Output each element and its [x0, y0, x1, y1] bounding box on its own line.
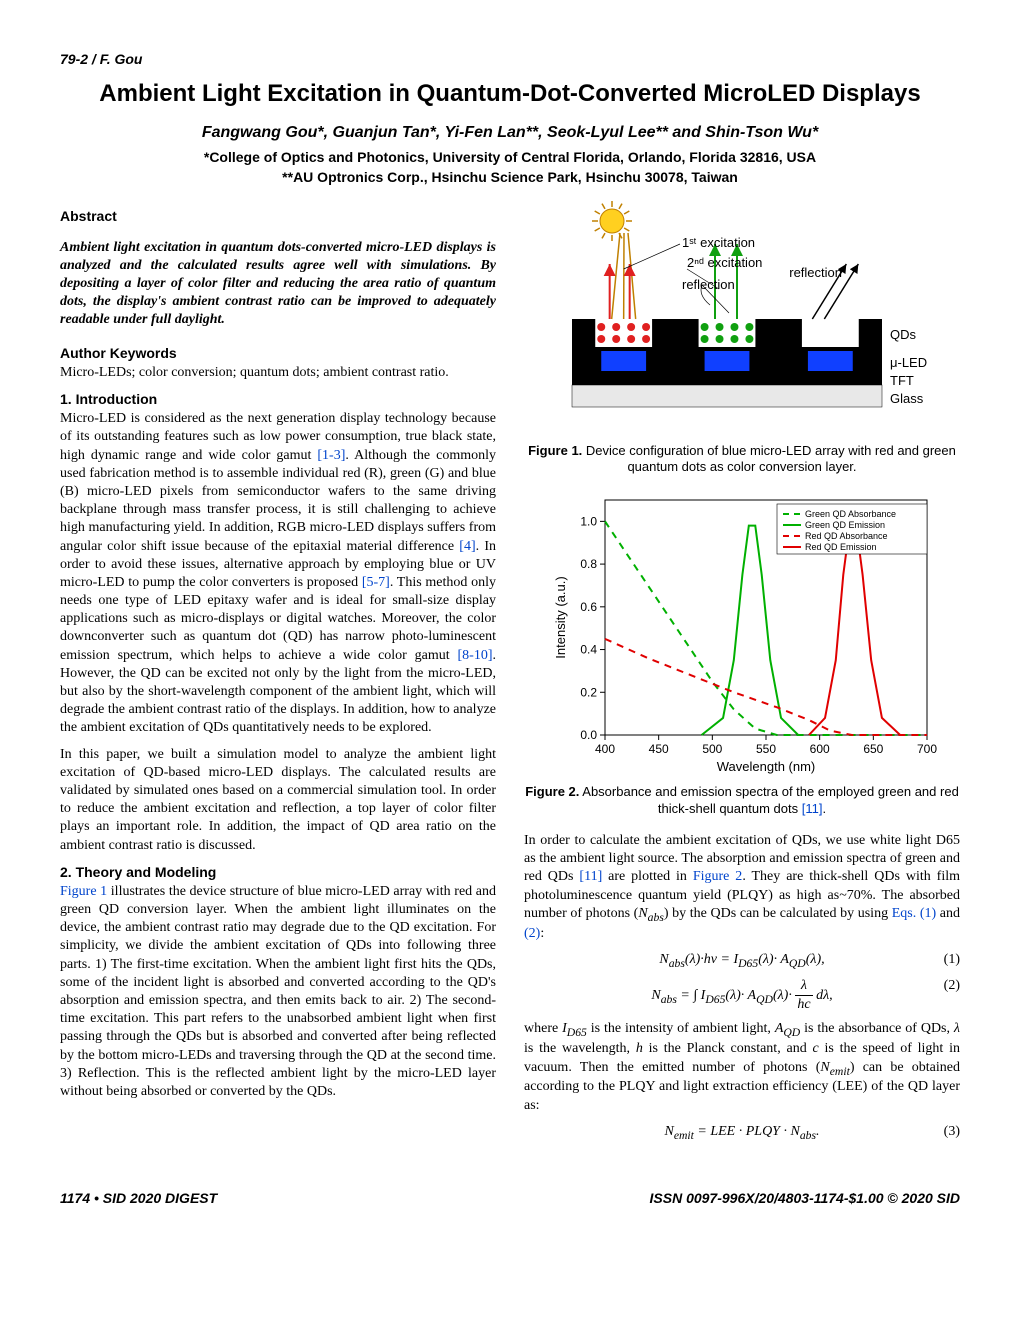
- authors: Fangwang Gou*, Guanjun Tan*, Yi-Fen Lan*…: [60, 123, 960, 144]
- running-header: 79-2 / F. Gou: [60, 50, 960, 68]
- svg-text:0.0: 0.0: [580, 728, 597, 742]
- svg-text:Wavelength (nm): Wavelength (nm): [717, 759, 816, 774]
- equation-1: Nabs(λ)·hν = ID65(λ)· AQD(λ), (1): [524, 951, 960, 971]
- eq-number: (2): [944, 977, 960, 995]
- text: are plotted in: [602, 869, 693, 884]
- col2-para-1: In order to calculate the ambient excita…: [524, 832, 960, 943]
- text: ) by the QDs can be calculated by using: [664, 906, 892, 921]
- figure-1-caption: Figure 1. Device configuration of blue m…: [524, 443, 960, 477]
- cite-link[interactable]: [11]: [579, 869, 602, 884]
- svg-text:0.4: 0.4: [580, 643, 597, 657]
- equation-3: Nemit = LEE · PLQY · Nabs. (3): [524, 1123, 960, 1143]
- sub: emit: [830, 1064, 850, 1077]
- text: where: [524, 1021, 562, 1036]
- svg-text:Green QD Absorbance: Green QD Absorbance: [805, 509, 896, 519]
- figure-1: 1ˢᵗ excitation 2ⁿᵈ excitation reflection re…: [524, 199, 960, 439]
- svg-text:500: 500: [702, 742, 722, 756]
- text: Absorbance and emission spectra of the e…: [579, 784, 958, 816]
- cite-link[interactable]: [11]: [802, 801, 823, 816]
- svg-text:Intensity (a.u.): Intensity (a.u.): [553, 577, 568, 659]
- svg-text:reflection: reflection: [682, 277, 735, 292]
- text: Device configuration of blue micro-LED a…: [582, 443, 956, 475]
- eq-number: (3): [944, 1123, 960, 1141]
- svg-text:Red QD Absorbance: Red QD Absorbance: [805, 531, 888, 541]
- svg-text:1ˢᵗ excitation: 1ˢᵗ excitation: [682, 235, 755, 250]
- eq-link[interactable]: (2): [524, 926, 540, 941]
- text: .: [822, 801, 826, 816]
- figure-link[interactable]: Figure 2: [693, 869, 742, 884]
- text: is the Planck constant, and: [643, 1041, 813, 1056]
- text: . Although the commonly used fabrication…: [60, 448, 496, 554]
- text: :: [540, 926, 544, 941]
- eq-body: Nabs(λ)·hν = ID65(λ)· AQD(λ),: [659, 952, 824, 967]
- var: N: [820, 1060, 829, 1075]
- cite-link[interactable]: [5-7]: [362, 575, 390, 590]
- figure-2: 400 450 500 550 600 650 700 0.0 0.2 0.4 0.6 0.8 1.0 W…: [524, 490, 960, 780]
- text: illustrates the device structure of blue…: [60, 884, 496, 1099]
- abstract-text: Ambient light excitation in quantum dots…: [60, 239, 496, 330]
- svg-text:QDs: QDs: [890, 327, 917, 342]
- affiliation-2: **AU Optronics Corp., Hsinchu Science Pa…: [60, 168, 960, 186]
- paper-title: Ambient Light Excitation in Quantum-Dot-…: [60, 78, 960, 109]
- cite-link[interactable]: [4]: [459, 539, 475, 554]
- text: and: [936, 906, 960, 921]
- figure-1-label: Figure 1.: [528, 443, 582, 458]
- sub: QD: [783, 1026, 800, 1039]
- var: h: [636, 1041, 643, 1056]
- figure-link[interactable]: Figure 1: [60, 884, 107, 899]
- cite-link[interactable]: [1-3]: [317, 448, 345, 463]
- svg-text:Green QD Emission: Green QD Emission: [805, 520, 885, 530]
- svg-text:μ-LED: μ-LED: [890, 355, 927, 370]
- intro-para-2: In this paper, we built a simulation mod…: [60, 746, 496, 855]
- affiliation-1: *College of Optics and Photonics, Univer…: [60, 148, 960, 166]
- svg-text:Red QD Emission: Red QD Emission: [805, 542, 877, 552]
- sub: abs: [648, 911, 664, 924]
- intro-para-1: Micro-LED is considered as the next gene…: [60, 410, 496, 737]
- eq-number: (1): [944, 951, 960, 969]
- svg-text:0.6: 0.6: [580, 600, 597, 614]
- svg-text:TFT: TFT: [890, 373, 914, 388]
- svg-text:650: 650: [863, 742, 883, 756]
- svg-text:450: 450: [649, 742, 669, 756]
- col2-para-2: where ID65 is the intensity of ambient l…: [524, 1020, 960, 1115]
- sub: D65: [567, 1026, 587, 1039]
- svg-text:2ⁿᵈ excitation: 2ⁿᵈ excitation: [687, 255, 762, 270]
- svg-text:700: 700: [917, 742, 937, 756]
- svg-text:600: 600: [810, 742, 830, 756]
- keywords-text: Micro-LEDs; color conversion; quantum do…: [60, 364, 496, 382]
- equation-2: Nabs = ∫ ID65(λ)· AQD(λ)· λhc dλ, (2): [524, 977, 960, 1014]
- theory-para-1: Figure 1 illustrates the device structur…: [60, 883, 496, 1101]
- eq-body: Nabs = ∫ ID65(λ)· AQD(λ)· λhc dλ,: [651, 988, 832, 1003]
- footer-right: ISSN 0097-996X/20/4803-1174-$1.00 © 2020…: [650, 1189, 961, 1207]
- figure-2-caption: Figure 2. Absorbance and emission spectr…: [524, 784, 960, 818]
- svg-text:0.8: 0.8: [580, 557, 597, 571]
- text: is the intensity of ambient light,: [587, 1021, 775, 1036]
- intro-heading: 1. Introduction: [60, 390, 496, 408]
- eq-body: Nemit = LEE · PLQY · Nabs.: [664, 1124, 819, 1139]
- figure-2-label: Figure 2.: [525, 784, 579, 799]
- theory-heading: 2. Theory and Modeling: [60, 863, 496, 881]
- svg-text:Glass: Glass: [890, 391, 924, 406]
- page-footer: 1174 • SID 2020 DIGEST ISSN 0097-996X/20…: [60, 1189, 960, 1207]
- var: N: [638, 906, 647, 921]
- svg-text:550: 550: [756, 742, 776, 756]
- footer-left: 1174 • SID 2020 DIGEST: [60, 1189, 217, 1207]
- abstract-heading: Abstract: [60, 207, 496, 225]
- svg-text:1.0: 1.0: [580, 515, 597, 529]
- keywords-heading: Author Keywords: [60, 344, 496, 362]
- var: λ: [954, 1021, 960, 1036]
- cite-link[interactable]: [8-10]: [458, 648, 493, 663]
- eq-link[interactable]: Eqs. (1): [892, 906, 936, 921]
- text: is the absorbance of QDs,: [800, 1021, 954, 1036]
- text: is the wavelength,: [524, 1041, 636, 1056]
- svg-text:400: 400: [595, 742, 615, 756]
- svg-text:0.2: 0.2: [580, 686, 597, 700]
- svg-text:reflection: reflection: [789, 265, 842, 280]
